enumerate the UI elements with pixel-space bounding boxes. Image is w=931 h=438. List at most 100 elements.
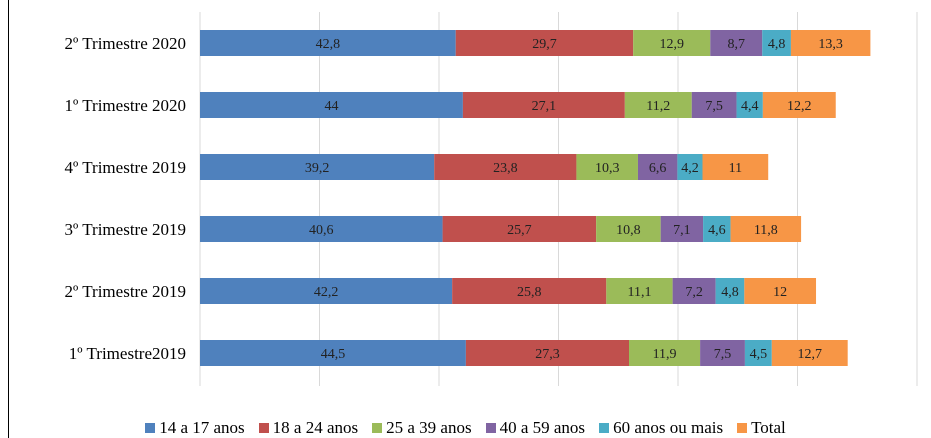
data-label: 42,8 bbox=[316, 37, 341, 52]
category-label: 2º Trimestre 2019 bbox=[65, 282, 186, 301]
bar-segment bbox=[633, 30, 711, 56]
legend-label: 18 a 24 anos bbox=[272, 418, 359, 437]
legend-swatch bbox=[737, 423, 748, 433]
bar-segment bbox=[200, 340, 466, 366]
legend-swatch bbox=[258, 423, 269, 433]
data-label: 7,2 bbox=[685, 285, 703, 300]
bar-segment bbox=[200, 30, 456, 56]
data-label: 4,2 bbox=[681, 161, 699, 176]
data-label: 12,2 bbox=[787, 99, 812, 114]
bar-segment bbox=[736, 92, 763, 118]
data-label: 4,5 bbox=[750, 347, 768, 362]
data-label: 44 bbox=[324, 99, 338, 114]
bar-segment bbox=[762, 92, 836, 118]
bars: 42,8 29,7 12,9 8,7 4,8 13,3 44 27,1 11,2 7,5 4,4 12… bbox=[200, 30, 871, 366]
legend-swatch bbox=[485, 423, 496, 433]
bar-segment bbox=[596, 216, 661, 242]
bar-segment bbox=[762, 30, 791, 56]
legend-label: 40 a 59 anos bbox=[499, 418, 586, 437]
bar-segment bbox=[637, 154, 678, 180]
legend-item: 40 a 59 anos bbox=[485, 418, 586, 438]
category-label: 2º Trimestre 2020 bbox=[65, 34, 186, 53]
data-label: 39,2 bbox=[305, 161, 330, 176]
data-label: 4,8 bbox=[721, 285, 739, 300]
bar-segment bbox=[606, 278, 673, 304]
bar-segment bbox=[576, 154, 638, 180]
category-label: 1º Trimestre2019 bbox=[69, 344, 186, 363]
gridlines bbox=[199, 12, 918, 386]
data-label: 27,3 bbox=[535, 347, 560, 362]
category-label: 1º Trimestre 2020 bbox=[65, 96, 186, 115]
bar-segment bbox=[462, 92, 625, 118]
data-label: 42,2 bbox=[314, 285, 339, 300]
data-label: 11,9 bbox=[653, 347, 677, 362]
legend-item: 14 a 17 anos bbox=[145, 418, 245, 438]
bar-segment bbox=[710, 30, 763, 56]
data-label: 7,1 bbox=[673, 223, 691, 238]
bar-segment bbox=[790, 30, 871, 56]
data-label: 11,8 bbox=[754, 223, 778, 238]
stacked-bar-chart: 42,8 29,7 12,9 8,7 4,8 13,3 44 27,1 11,2 7,5 4,4 12… bbox=[65, 12, 918, 386]
legend-swatch bbox=[372, 423, 383, 433]
bar-segment bbox=[465, 340, 630, 366]
data-label: 10,3 bbox=[595, 161, 620, 176]
data-label: 4,6 bbox=[708, 223, 726, 238]
legend-item: 60 anos ou mais bbox=[599, 418, 723, 438]
data-label: 8,7 bbox=[728, 37, 746, 52]
bar-segment bbox=[744, 340, 772, 366]
data-label: 4,8 bbox=[768, 37, 786, 52]
data-label: 12,9 bbox=[659, 37, 684, 52]
data-label: 7,5 bbox=[714, 347, 732, 362]
bar-segment bbox=[703, 216, 731, 242]
frame-border-line bbox=[8, 0, 9, 438]
bar-segment bbox=[702, 154, 769, 180]
bar-segment bbox=[677, 154, 703, 180]
data-label: 11,1 bbox=[627, 285, 651, 300]
bar-segment bbox=[452, 278, 607, 304]
legend-label: Total bbox=[751, 418, 786, 437]
data-label: 23,8 bbox=[493, 161, 518, 176]
data-label: 40,6 bbox=[309, 223, 334, 238]
data-label: 13,3 bbox=[818, 37, 843, 52]
legend-label: 14 a 17 anos bbox=[159, 418, 245, 437]
data-label: 25,8 bbox=[517, 285, 542, 300]
bar-segment bbox=[771, 340, 848, 366]
data-label: 27,1 bbox=[532, 99, 557, 114]
bar-segment bbox=[672, 278, 716, 304]
bar-segment bbox=[629, 340, 701, 366]
bar-segment bbox=[660, 216, 704, 242]
category-labels: 2º Trimestre 2020 1º Trimestre 2020 4º Tri… bbox=[65, 34, 186, 363]
data-label: 6,6 bbox=[649, 161, 667, 176]
legend-swatch bbox=[599, 423, 610, 433]
bar-segment bbox=[691, 92, 737, 118]
data-label: 12,7 bbox=[797, 347, 822, 362]
bar-segment bbox=[200, 278, 453, 304]
bar-segment bbox=[455, 30, 634, 56]
bar-segment bbox=[200, 92, 463, 118]
bar-segment bbox=[434, 154, 577, 180]
category-label: 3º Trimestre 2019 bbox=[65, 220, 186, 239]
bar-segment bbox=[744, 278, 817, 304]
data-label: 11 bbox=[729, 161, 742, 176]
category-label: 4º Trimestre 2019 bbox=[65, 158, 186, 177]
legend-label: 25 a 39 anos bbox=[386, 418, 472, 437]
legend: 14 a 17 anos 18 a 24 anos 25 a 39 anos 40 a… bbox=[0, 418, 931, 438]
data-label: 25,7 bbox=[507, 223, 532, 238]
legend-item: 18 a 24 anos bbox=[258, 418, 359, 438]
legend-item: Total bbox=[737, 418, 786, 438]
data-label: 44,5 bbox=[321, 347, 346, 362]
legend-swatch bbox=[145, 423, 156, 433]
data-label: 12 bbox=[773, 285, 787, 300]
data-label: 7,5 bbox=[705, 99, 723, 114]
legend-label: 60 anos ou mais bbox=[613, 418, 724, 437]
bar-segment bbox=[730, 216, 802, 242]
bar-segment bbox=[624, 92, 692, 118]
data-label: 29,7 bbox=[532, 37, 557, 52]
data-label: 11,2 bbox=[646, 99, 670, 114]
data-label: 4,4 bbox=[741, 99, 759, 114]
legend-item: 25 a 39 anos bbox=[372, 418, 472, 438]
bar-segment bbox=[715, 278, 745, 304]
bar-segment bbox=[442, 216, 597, 242]
bar-segment bbox=[200, 154, 435, 180]
bar-segment bbox=[700, 340, 745, 366]
